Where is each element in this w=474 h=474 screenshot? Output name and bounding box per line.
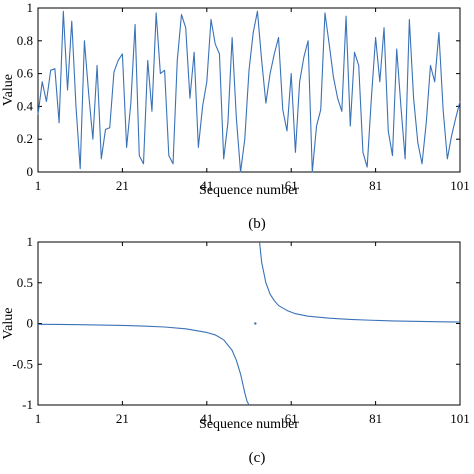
y-axis-label: Value (1, 308, 16, 340)
chart-panel-b: 1 21 41 61 81 101 0 0.2 0.4 0.6 0.8 1 Sequence numbe… (1, 0, 470, 232)
x-axis-label: Sequence number (199, 183, 299, 198)
y-tick-label: -1 (22, 397, 33, 412)
panel-caption: (b) (248, 216, 266, 232)
y-tick-label: 0.5 (17, 275, 33, 290)
x-tick-label: 21 (116, 178, 129, 193)
y-tick-label: 1 (27, 234, 34, 249)
y-tick-label: 0.8 (17, 33, 33, 48)
y-tick-label: 0.6 (17, 66, 34, 81)
x-tick-label: 61 (285, 178, 298, 193)
x-tick-label: 41 (200, 411, 213, 426)
y-tick-label: -0.5 (12, 356, 33, 371)
x-tick-label: 41 (200, 178, 213, 193)
series-line (37, 323, 250, 406)
plot-area-frame (37, 241, 461, 406)
x-tick-label: 1 (35, 178, 42, 193)
plot-area-frame (37, 7, 461, 173)
panel-caption: (c) (249, 450, 266, 466)
y-tick-label: 0.4 (17, 98, 34, 113)
x-tick-label: 1 (35, 411, 42, 426)
x-axis-label: Sequence number (199, 417, 299, 432)
x-tick-label: 101 (450, 411, 470, 426)
x-tick-label: 21 (116, 411, 129, 426)
series-line (259, 241, 461, 323)
x-tick-label: 81 (369, 178, 382, 193)
x-tick-label: 61 (285, 411, 298, 426)
y-tick-label: 0 (27, 316, 34, 331)
y-tick-label: 0.2 (17, 131, 33, 146)
y-tick-label: 1 (27, 0, 34, 15)
x-tick-label: 81 (369, 411, 382, 426)
series-point (254, 322, 257, 325)
y-axis-label: Value (1, 74, 16, 106)
chart-panel-c: 1 21 41 61 81 101 -1 -0.5 0 0.5 1 Sequence number Va… (1, 234, 470, 466)
y-tick-label: 0 (27, 164, 34, 179)
series-line (37, 10, 461, 173)
x-tick-label: 101 (450, 178, 470, 193)
